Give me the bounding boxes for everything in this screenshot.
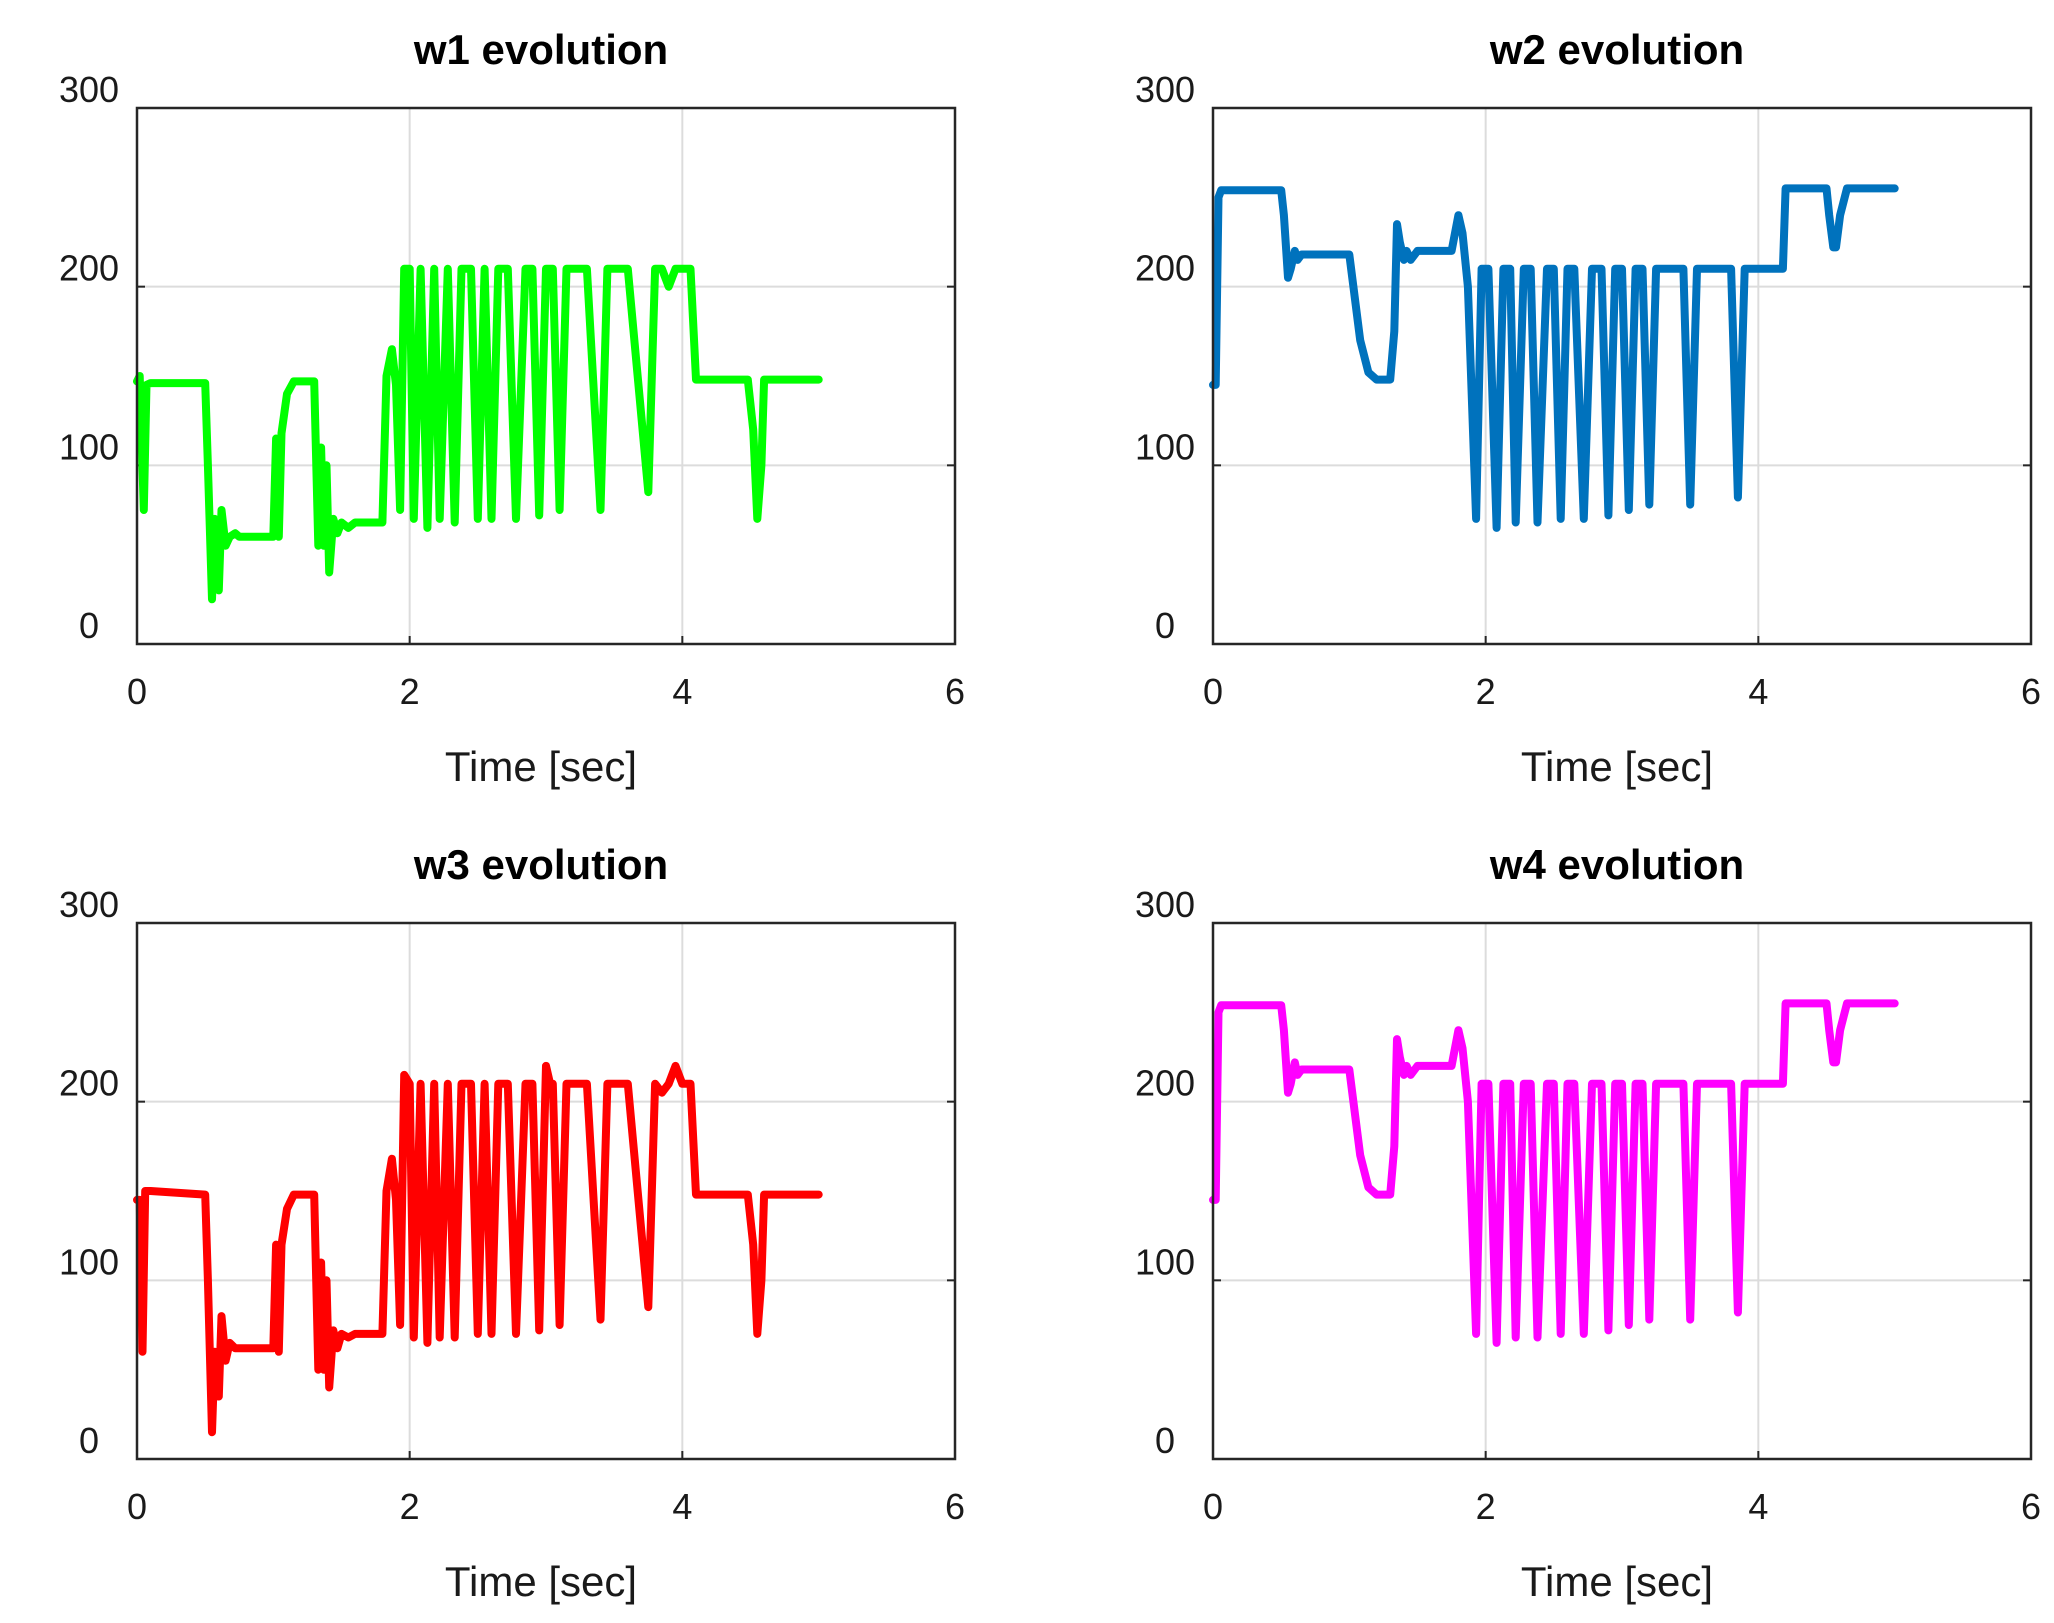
x-axis-label: Time [sec] (445, 1558, 637, 1605)
chart-panel-3: 0 2 4 6 0 100 200 300 w3 evolution Time [sec] (59, 841, 965, 1605)
y-tick-label: 200 (1135, 1063, 1195, 1104)
x-tick-label: 2 (1476, 671, 1496, 712)
y-tick-label: 200 (59, 1063, 119, 1104)
y-tick-label: 200 (59, 248, 119, 289)
x-tick-label: 0 (127, 671, 147, 712)
series-line-w1 (133, 264, 823, 604)
x-tick-label: 0 (127, 1486, 147, 1527)
chart-title: w4 evolution (1489, 841, 1744, 888)
y-tick-label: 100 (1135, 1241, 1195, 1282)
y-tick-label: 200 (1135, 248, 1195, 289)
y-tick-label: 100 (59, 426, 119, 467)
y-tick-label: 300 (59, 69, 119, 110)
series-line-w2 (1209, 184, 1899, 532)
chart-title: w3 evolution (413, 841, 668, 888)
x-tick-label: 4 (1748, 1486, 1768, 1527)
y-tick-label: 0 (79, 1420, 99, 1461)
x-tick-label: 4 (672, 671, 692, 712)
axes-box (1211, 921, 2033, 1461)
x-axis-label: Time [sec] (1521, 743, 1713, 790)
axes-box (1211, 106, 2033, 646)
x-tick-label: 2 (400, 671, 420, 712)
x-tick-label: 4 (672, 1486, 692, 1527)
x-tick-label: 0 (1203, 671, 1223, 712)
chart-panel-4: 0 2 4 6 0 100 200 300 w4 evolution Time [sec] (1135, 841, 2041, 1605)
x-axis-label: Time [sec] (445, 743, 637, 790)
series-line-w4 (1209, 999, 1899, 1347)
x-tick-label: 2 (400, 1486, 420, 1527)
y-tick-label: 100 (1135, 426, 1195, 467)
x-tick-label: 4 (1748, 671, 1768, 712)
y-tick-label: 300 (59, 884, 119, 925)
x-tick-label: 6 (945, 671, 965, 712)
y-tick-label: 0 (1155, 1420, 1175, 1461)
chart-title: w1 evolution (413, 26, 668, 73)
y-tick-label: 300 (1135, 884, 1195, 925)
y-tick-label: 0 (79, 605, 99, 646)
x-tick-label: 6 (2021, 671, 2041, 712)
x-tick-label: 2 (1476, 1486, 1496, 1527)
x-tick-label: 6 (2021, 1486, 2041, 1527)
chart-panel-1: 0 2 4 6 0 100 200 300 w1 evolution Time [sec] (59, 26, 965, 790)
y-tick-label: 0 (1155, 605, 1175, 646)
axes-box (135, 921, 957, 1461)
x-tick-label: 6 (945, 1486, 965, 1527)
y-tick-label: 100 (59, 1241, 119, 1282)
axes-box (135, 106, 957, 646)
x-tick-label: 0 (1203, 1486, 1223, 1527)
x-axis-label: Time [sec] (1521, 1558, 1713, 1605)
chart-title: w2 evolution (1489, 26, 1744, 73)
chart-panel-2: 0 2 4 6 0 100 200 300 w2 evolution Time [sec] (1135, 26, 2041, 790)
series-line-w3 (133, 1061, 823, 1437)
y-tick-label: 300 (1135, 69, 1195, 110)
